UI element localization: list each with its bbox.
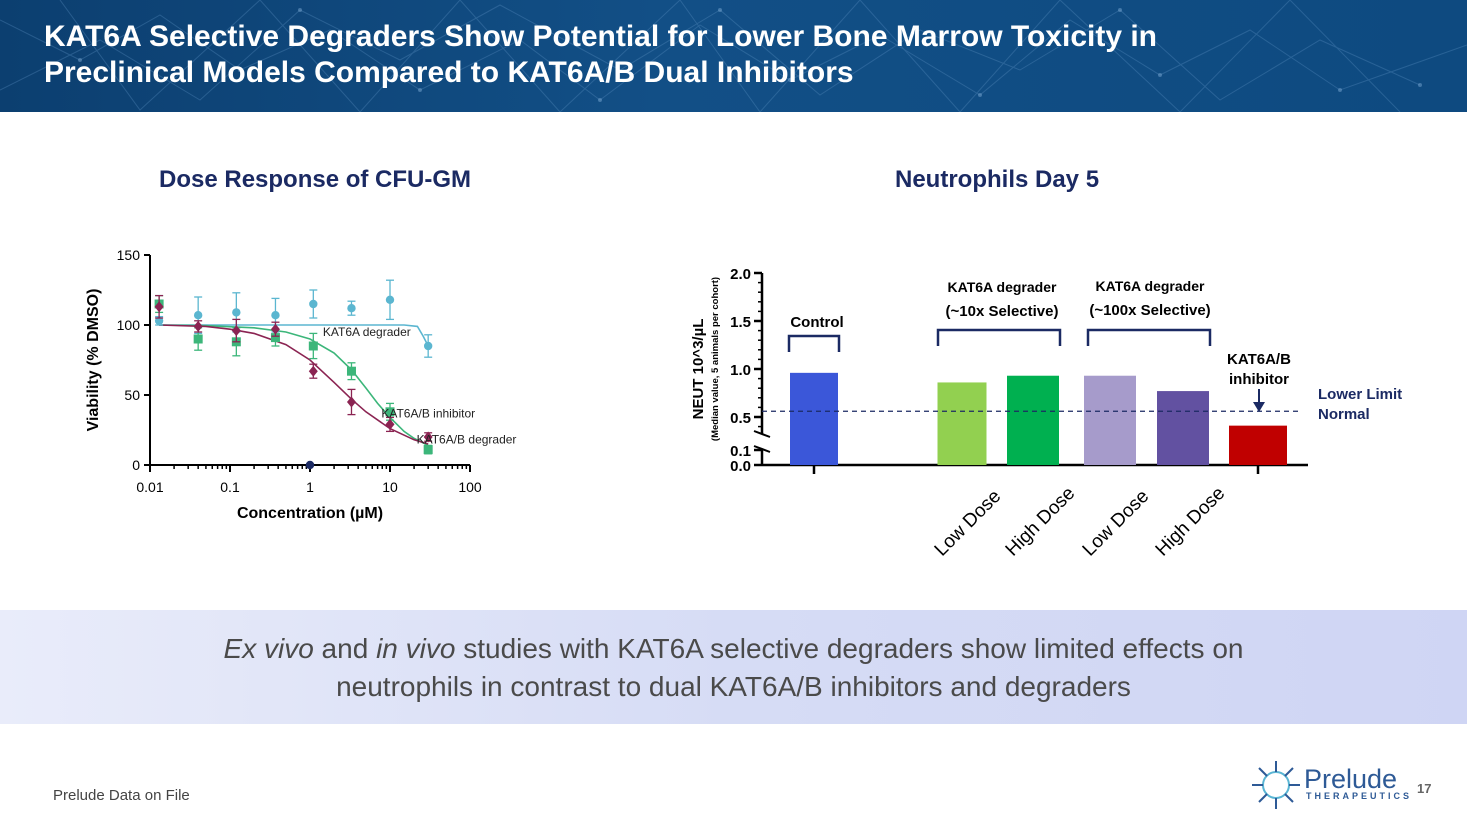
x-axis-title: Concentration (µM) [237, 505, 383, 522]
summary-rest: studies with KAT6A selective degraders s… [455, 633, 1244, 664]
data-point [385, 418, 395, 430]
y-tick-label: 0.1 [730, 443, 751, 460]
group-label-10x-line2: (~10x Selective) [946, 303, 1059, 320]
group-label-10x-line1: KAT6A degrader [948, 279, 1057, 295]
bar-0 [790, 372, 838, 465]
neutrophils-bar-chart: 0.00.1 0.5 1.0 1.5 2.0 NEUT 10^3/µL (Median va… [690, 266, 1402, 561]
y-tick-label: 1.5 [730, 314, 751, 331]
slide-title: KAT6A Selective Degraders Show Potential… [44, 19, 1157, 91]
summary-banner: Ex vivo and in vivo studies with KAT6A s… [0, 610, 1467, 724]
bar-3 [1084, 375, 1136, 465]
group-label-100x-line2: (~100x Selective) [1089, 302, 1210, 319]
x-tick-label: 100 [458, 479, 482, 495]
lower-limit-label-line2: Normal [1318, 406, 1370, 423]
x-tick-label: 1 [306, 479, 314, 495]
data-point [270, 333, 280, 343]
data-point [193, 320, 203, 332]
bracket-control [787, 334, 841, 352]
summary-text: Ex vivo and in vivo studies with KAT6A s… [0, 630, 1467, 706]
y-axis-title: NEUT 10^3/µL [690, 319, 707, 420]
x-tick-label: 0.1 [220, 479, 240, 495]
fit-curve-series-2 [159, 324, 429, 445]
group-label-inhibitor-line2: inhibitor [1229, 371, 1289, 388]
extra-data-point [305, 460, 315, 470]
data-point [347, 304, 356, 313]
data-point [309, 299, 318, 309]
y-axis-subtitle: (Median value, 5 animals per cohort) [710, 277, 721, 441]
footer-note: Prelude Data on File [53, 787, 190, 804]
cfu-dose-response-chart: 0 50 100 150 0.01 0.1 1 10 100 Concentration (µM)… [85, 247, 517, 522]
network-background-icon [0, 0, 1467, 112]
data-point [193, 311, 203, 320]
group-label-inhibitor-line1: KAT6A/B [1227, 351, 1291, 368]
bar-2 [1007, 375, 1059, 465]
group-label-control: Control [790, 314, 843, 331]
data-point [308, 341, 318, 351]
x-tick-label: 0.01 [136, 479, 163, 495]
logo-subtitle: THERAPEUTICS [1306, 791, 1413, 801]
cfu-chart-title: Dose Response of CFU-GM [159, 166, 472, 193]
summary-in-vivo: in vivo [376, 633, 456, 664]
lower-limit-label-line1: Lower Limit [1318, 386, 1402, 403]
data-point [271, 311, 280, 320]
neut-chart-title: Neutrophils Day 5 [895, 166, 1100, 193]
slide-header: KAT6A Selective Degraders Show Potential… [0, 0, 1467, 112]
x-category-label: Low Dose [931, 486, 1006, 561]
bar-5 [1229, 425, 1287, 465]
arrow-down-icon [1253, 402, 1265, 412]
data-point [270, 323, 280, 335]
data-point [346, 366, 356, 376]
summary-and: and [313, 633, 377, 664]
data-point [193, 334, 203, 344]
summary-line2: neutrophils in contrast to dual KAT6A/B … [336, 671, 1131, 702]
x-tick-label: 10 [382, 479, 398, 495]
data-point [308, 365, 318, 377]
data-point [385, 407, 395, 417]
y-tick-label: 50 [124, 387, 140, 403]
x-category-label: High Dose [1002, 483, 1080, 561]
data-point [154, 316, 164, 325]
data-point [423, 431, 433, 443]
y-tick-label: 150 [117, 247, 141, 263]
y-tick-label: 2.0 [730, 266, 751, 283]
data-point [154, 301, 164, 313]
slide-title-line2: Preclinical Models Compared to KAT6A/B D… [44, 56, 854, 89]
logo-wordmark: Prelude [1304, 764, 1398, 794]
bracket-100x [1086, 328, 1212, 346]
x-category-label: High Dose [1152, 483, 1230, 561]
y-tick-label: 100 [117, 317, 141, 333]
data-point [423, 341, 433, 351]
fit-curve-series-0 [159, 324, 429, 347]
bar-1 [937, 382, 987, 465]
y-tick-label: 0 [132, 457, 140, 473]
series-label-1: KAT6A/B inhibitor [381, 406, 475, 420]
y-tick-label: 0.5 [730, 410, 751, 427]
x-category-label: Low Dose [1079, 486, 1154, 561]
summary-ex-vivo: Ex vivo [223, 633, 314, 664]
slide-title-line1: KAT6A Selective Degraders Show Potential… [44, 20, 1158, 53]
series-label-0: KAT6A degrader [323, 325, 411, 339]
prelude-logo-icon [1252, 761, 1300, 809]
data-point [231, 325, 241, 337]
data-point [385, 295, 395, 304]
y-tick-label: 1.0 [730, 362, 751, 379]
page-number: 17 [1417, 781, 1432, 796]
data-point [423, 445, 433, 455]
bracket-10x [936, 328, 1062, 346]
data-point [232, 308, 241, 317]
group-label-100x-line1: KAT6A degrader [1096, 278, 1205, 294]
axis-break-mark [753, 445, 771, 453]
data-point [346, 396, 356, 408]
series-label-2: KAT6A/B degrader [417, 432, 517, 446]
y-tick-label: 0.0 [730, 458, 751, 475]
bar-4 [1157, 391, 1209, 465]
y-axis-title: Viability (% DMSO) [85, 289, 102, 432]
axis-break-mark [753, 430, 771, 438]
